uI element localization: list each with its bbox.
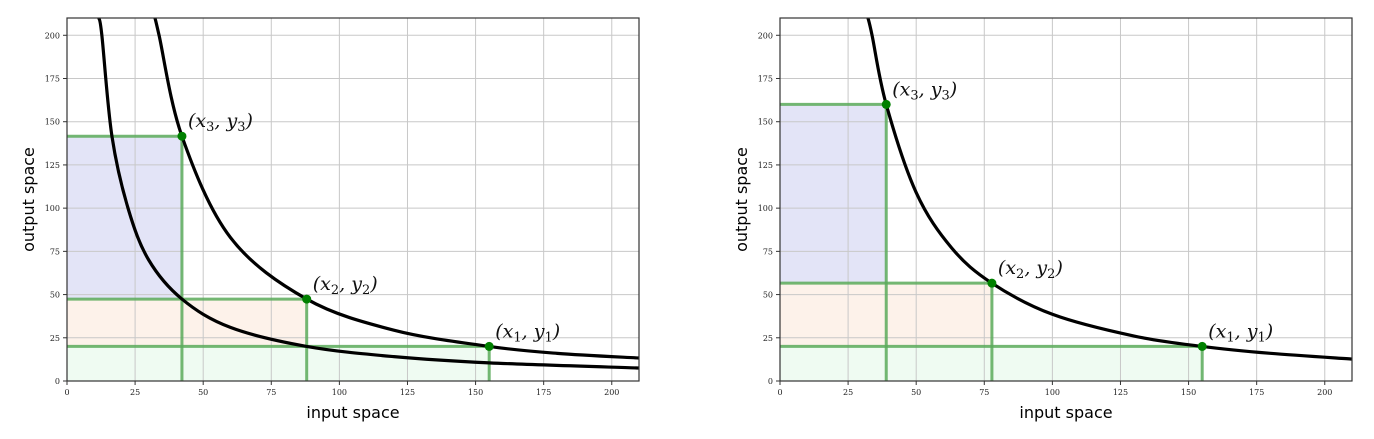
mint-region bbox=[67, 346, 490, 381]
y-tick-label: 75 bbox=[763, 247, 773, 256]
x-tick-label: 100 bbox=[1045, 388, 1060, 397]
y-tick-label: 50 bbox=[763, 291, 773, 300]
y-tick-label: 125 bbox=[45, 161, 60, 170]
axes-frame bbox=[66, 17, 640, 382]
y-tick-label: 150 bbox=[758, 118, 773, 127]
y-tick-label: 25 bbox=[50, 334, 60, 343]
guide-lines bbox=[780, 102, 1204, 381]
x-tick-label: 100 bbox=[332, 388, 347, 397]
y-tick-label: 100 bbox=[758, 204, 773, 213]
tick-labels: 0 25 50 75 100 125 150 175 200 0 25 50 75 100 125 150 17… bbox=[758, 31, 1333, 397]
y-tick-label: 0 bbox=[768, 377, 773, 386]
y-tick-label: 125 bbox=[758, 161, 773, 170]
data-point bbox=[302, 294, 312, 304]
x-tick-label: 25 bbox=[843, 388, 853, 397]
x-tick-label: 175 bbox=[536, 388, 551, 397]
y-tick-label: 100 bbox=[45, 204, 60, 213]
x-tick-label: 125 bbox=[400, 388, 415, 397]
x-tick-label: 150 bbox=[468, 388, 483, 397]
point-label: (x2, y2) bbox=[998, 257, 1063, 282]
x-tick-label: 200 bbox=[1317, 388, 1332, 397]
x-axis-label: input space bbox=[306, 403, 399, 422]
y-axis-label: output space bbox=[732, 147, 751, 252]
left-plot: 0 25 50 75 100 125 150 175 200 0 25 50 75 100 125 150 17… bbox=[19, 17, 640, 422]
point-label: (x3, y3) bbox=[892, 78, 957, 103]
blue-region bbox=[780, 104, 887, 284]
y-tick-label: 150 bbox=[45, 118, 60, 127]
guide-lines bbox=[67, 134, 491, 381]
x-tick-label: 75 bbox=[266, 388, 276, 397]
y-tick-label: 200 bbox=[45, 31, 60, 40]
y-axis-label: output space bbox=[19, 147, 38, 252]
y-tick-label: 25 bbox=[763, 334, 773, 343]
data-point bbox=[1197, 341, 1207, 351]
y-tick-label: 175 bbox=[45, 75, 60, 84]
x-tick-label: 50 bbox=[911, 388, 921, 397]
point-label: (x2, y2) bbox=[313, 273, 378, 298]
x-tick-label: 0 bbox=[64, 388, 69, 397]
points: (x1, y1) (x2, y2) (x3, y3) bbox=[177, 110, 560, 351]
x-tick-label: 150 bbox=[1181, 388, 1196, 397]
tick-labels: 0 25 50 75 100 125 150 175 200 0 25 50 75 100 125 150 17… bbox=[45, 31, 620, 397]
data-point bbox=[881, 99, 891, 109]
x-tick-label: 25 bbox=[130, 388, 140, 397]
y-tick-label: 200 bbox=[758, 31, 773, 40]
y-tick-label: 50 bbox=[50, 291, 60, 300]
x-tick-label: 50 bbox=[198, 388, 208, 397]
data-point bbox=[484, 341, 494, 351]
x-tick-label: 125 bbox=[1113, 388, 1128, 397]
x-tick-label: 75 bbox=[979, 388, 989, 397]
y-tick-label: 0 bbox=[55, 377, 60, 386]
point-label: (x1, y1) bbox=[495, 320, 560, 345]
point-label: (x3, y3) bbox=[188, 110, 253, 135]
y-tick-label: 175 bbox=[758, 75, 773, 84]
x-tick-label: 200 bbox=[604, 388, 619, 397]
data-point bbox=[177, 131, 187, 141]
point-label: (x1, y1) bbox=[1208, 320, 1273, 345]
x-axis-label: input space bbox=[1019, 403, 1112, 422]
shaded-regions bbox=[67, 136, 490, 381]
points: (x1, y1) (x2, y2) (x3, y3) bbox=[881, 78, 1273, 351]
y-tick-label: 75 bbox=[50, 247, 60, 256]
data-point bbox=[987, 278, 997, 288]
x-tick-label: 0 bbox=[777, 388, 782, 397]
x-tick-label: 175 bbox=[1249, 388, 1264, 397]
right-plot: 0 25 50 75 100 125 150 175 200 0 25 50 75 100 125 150 17… bbox=[732, 17, 1353, 422]
inner-curve bbox=[97, 17, 640, 370]
blue-region bbox=[67, 136, 182, 300]
axes-frame bbox=[779, 17, 1353, 382]
